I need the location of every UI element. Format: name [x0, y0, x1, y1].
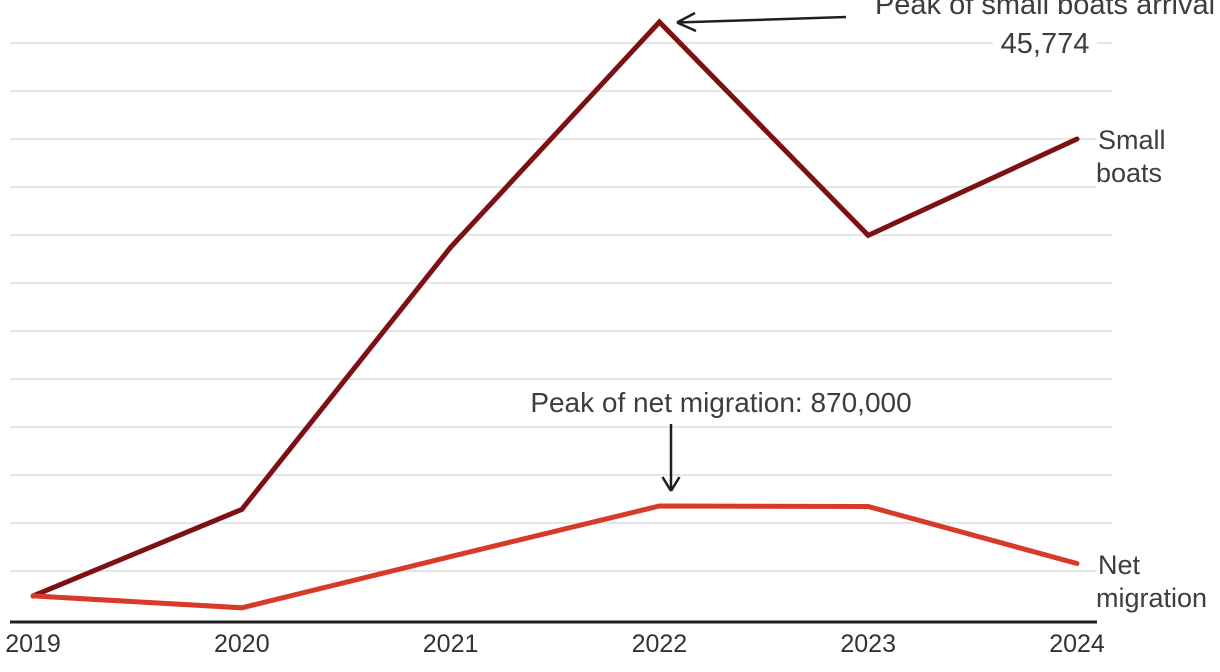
annotation-small-boats-peak-text: Peak of small boats arrival: [874, 0, 1216, 21]
annotation-net-migration-peak: Peak of net migration: 870,000: [471, 385, 971, 421]
x-tick-label: 2020: [213, 630, 270, 658]
series-label-small-boats-text: Small boats: [1096, 125, 1166, 188]
series-label-small-boats: Small boats: [1096, 124, 1216, 190]
series-label-net-migration: Net migration: [1096, 549, 1216, 615]
annotation-small-boats-peak-value-row: 45,774: [830, 25, 1220, 64]
annotation-net-migration-peak-text: Peak of net migration: 870,000: [530, 387, 912, 418]
series-line-net-migration: [30, 503, 1080, 611]
series-label-net-migration-text: Net migration: [1096, 550, 1210, 613]
x-tick-label: 2021: [422, 630, 479, 658]
arrow-down-icon: [661, 424, 681, 492]
x-tick-label: 2023: [840, 630, 896, 658]
x-tick-label: 2024: [1049, 630, 1105, 658]
series-line-small-boats: [30, 18, 1080, 599]
annotation-small-boats-peak: Peak of small boats arrival 45,774: [830, 0, 1220, 64]
arrow-left-icon: [676, 11, 847, 33]
x-axis: 2019 2020 2021 2022 2023 2024: [0, 630, 1220, 670]
annotation-small-boats-peak-value: 45,774: [992, 28, 1098, 60]
x-tick-label: 2019: [5, 630, 61, 658]
x-tick-label: 2022: [631, 630, 688, 658]
